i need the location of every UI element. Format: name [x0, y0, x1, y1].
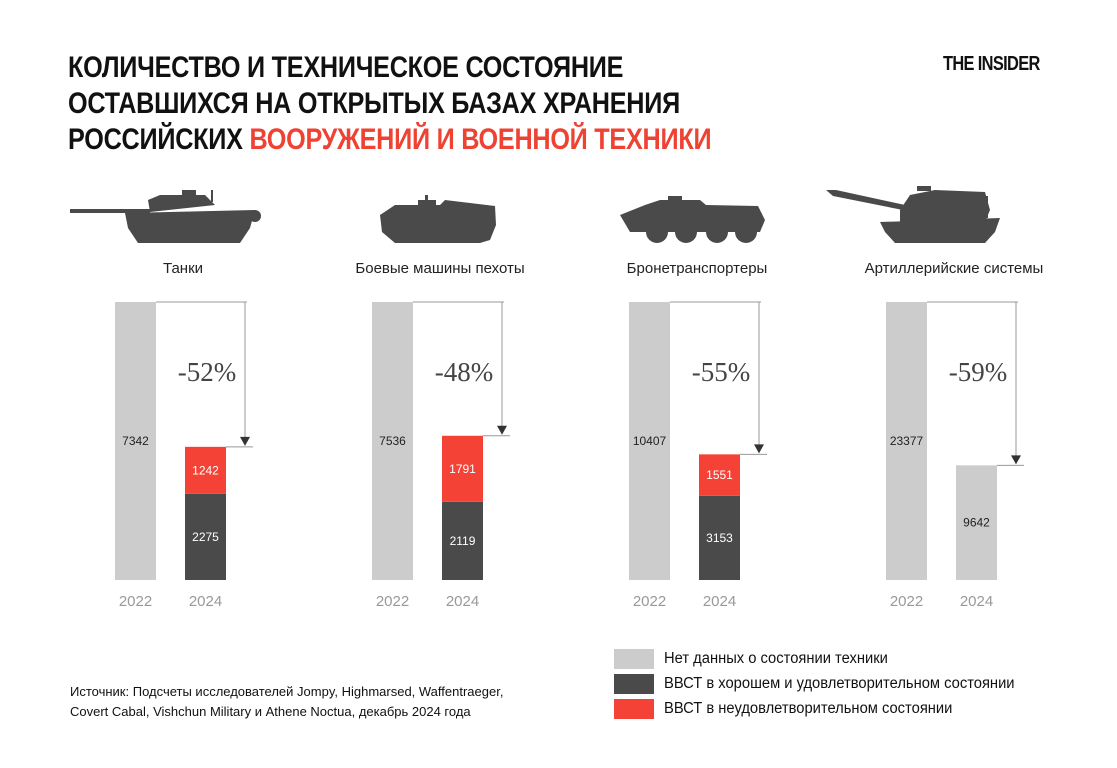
bar-2024-no-data: [956, 465, 997, 580]
value-label-2022: 10407: [633, 434, 667, 448]
bar-2024-good: [699, 495, 740, 580]
category-label-apc: Бронетранспортеры: [626, 260, 768, 277]
title-line-1: КОЛИЧЕСТВО И ТЕХНИЧЕСКОЕ СОСТОЯНИЕ: [68, 51, 624, 84]
x-tick-label: 2022: [633, 593, 666, 610]
legend-swatch-no-data: [614, 648, 654, 669]
chart-title: КОЛИЧЕСТВО И ТЕХНИЧЕСКОЕ СОСТОЯНИЕ ОСТАВ…: [68, 50, 712, 158]
bar-2024-bad: [699, 454, 740, 496]
legend-item-good: ВВСТ в хорошем и удовлетворительном сост…: [614, 671, 1033, 696]
value-label-2024-good: 3153: [706, 531, 733, 545]
arrow-down-icon: [754, 444, 764, 454]
legend: Нет данных о состоянии техники ВВСТ в хо…: [614, 646, 1033, 721]
artillery-icon: [826, 186, 1000, 243]
legend-item-bad: ВВСТ в неудовлетворительном состоянии: [614, 696, 1033, 721]
x-tick-label: 2022: [376, 593, 409, 610]
value-label-2024-bad: 1791: [449, 462, 476, 476]
change-percent-label: -52%: [178, 357, 236, 387]
title-line-3-black: РОССИЙСКИХ: [68, 123, 250, 156]
legend-label: ВВСТ в хорошем и удовлетворительном сост…: [664, 674, 1015, 692]
chart-area: 7342 2275 1242 -52% 2022 2024 7536 2119 1791 -48%…: [70, 186, 1024, 610]
title-line-3: РОССИЙСКИХ ВООРУЖЕНИЙ И ВОЕННОЙ ТЕХНИКИ: [68, 122, 712, 158]
bar-2022: [115, 302, 156, 580]
value-label-2024-bad: 1551: [706, 468, 733, 482]
value-label-2022: 7536: [379, 434, 406, 448]
x-tick-label: 2024: [446, 593, 479, 610]
legend-item-no-data: Нет данных о состоянии техники: [614, 646, 1033, 671]
x-tick-label: 2024: [960, 593, 993, 610]
tank-icon: [70, 190, 261, 243]
legend-swatch-good: [614, 673, 654, 694]
bar-2024-bad: [185, 446, 226, 494]
arrow-down-icon: [497, 425, 507, 435]
bar-2024-good: [185, 493, 226, 580]
value-label-2022: 7342: [122, 434, 149, 448]
x-tick-label: 2024: [189, 593, 222, 610]
value-label-2024-good: 2275: [192, 530, 219, 544]
title-line-2: ОСТАВШИХСЯ НА ОТКРЫТЫХ БАЗАХ ХРАНЕНИЯ: [68, 87, 680, 120]
bar-2024-bad: [442, 435, 483, 502]
category-label-tanks: Танки: [162, 260, 204, 277]
legend-label: Нет данных о состоянии техники: [664, 649, 888, 667]
category-label-artillery: Артиллерийские системы: [864, 260, 1044, 277]
change-percent-label: -48%: [435, 357, 493, 387]
apc-icon: [620, 196, 765, 243]
value-label-2022: 23377: [890, 434, 924, 448]
value-label-2024-no-data: 9642: [963, 516, 990, 530]
source-line-2: Covert Cabal, Vishchun Military и Athene…: [70, 704, 471, 719]
x-tick-label: 2022: [119, 593, 152, 610]
legend-label: ВВСТ в неудовлетворительном состоянии: [664, 699, 953, 717]
the-insider-logo: THE INSIDER: [943, 53, 1040, 75]
title-line-3-red: ВООРУЖЕНИЙ И ВОЕННОЙ ТЕХНИКИ: [249, 123, 712, 156]
legend-swatch-bad: [614, 698, 654, 719]
arrow-down-icon: [240, 436, 250, 446]
arrow-down-icon: [1011, 455, 1021, 465]
value-label-2024-good: 2119: [450, 534, 476, 548]
source-line-1: Источник: Подсчеты исследователей Jompy,…: [70, 684, 504, 699]
bar-2022: [886, 302, 927, 580]
source-note: Источник: Подсчеты исследователей Jompy,…: [70, 682, 503, 722]
change-percent-label: -59%: [949, 357, 1007, 387]
category-label-ifv: Боевые машины пехоты: [355, 260, 525, 277]
x-tick-label: 2022: [890, 593, 923, 610]
bar-2024-good: [442, 501, 483, 580]
change-percent-label: -55%: [692, 357, 750, 387]
value-label-2024-bad: 1242: [192, 463, 219, 477]
ifv-icon: [380, 195, 496, 243]
bar-2022: [372, 302, 413, 580]
bar-2022: [629, 302, 670, 580]
x-tick-label: 2024: [703, 593, 736, 610]
